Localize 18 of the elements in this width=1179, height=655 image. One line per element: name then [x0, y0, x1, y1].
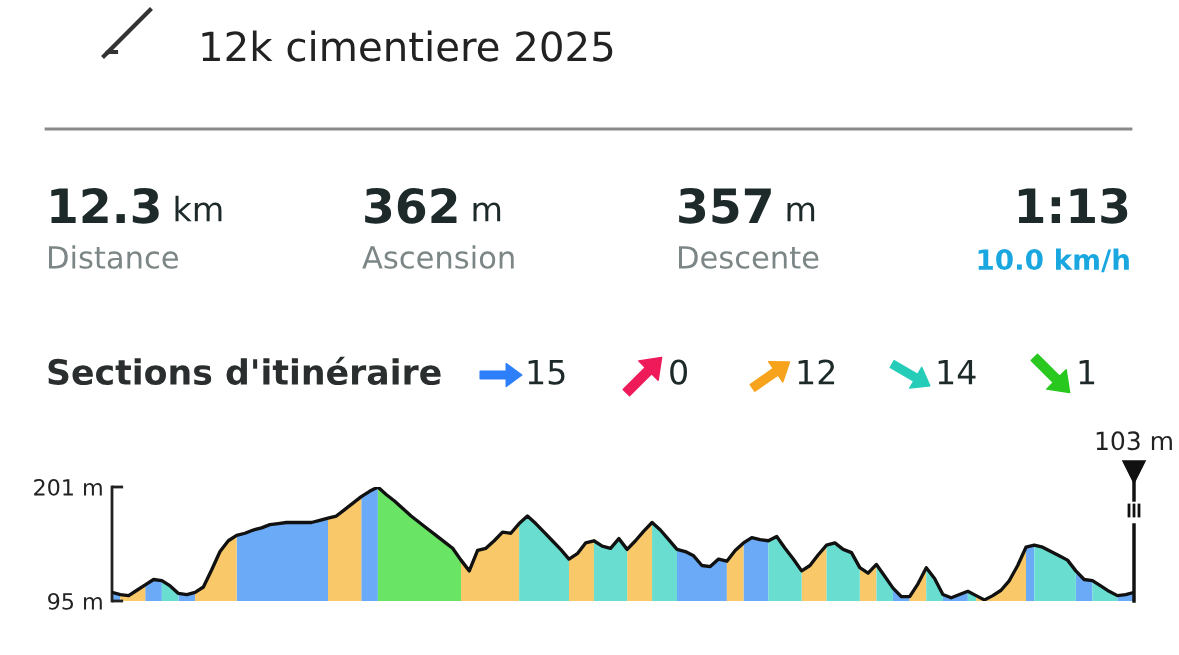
y-tick-label: 201 m — [34, 478, 102, 496]
text: 0 — [670, 359, 687, 385]
text: 1:13 — [1018, 187, 1128, 224]
chart-title: 12k cimentiere 2025 — [202, 30, 613, 62]
text: Sections d'itinéraire — [48, 356, 441, 386]
text: 12 — [798, 359, 835, 385]
text: 15 — [528, 359, 565, 385]
text: 103 m — [1096, 431, 1172, 451]
text: 1 — [1079, 359, 1095, 385]
text: Distance — [49, 245, 178, 269]
y-tick-label: 95 m — [48, 592, 102, 610]
text: 12.3 km — [51, 187, 222, 224]
text: 10.0 km/h — [978, 248, 1129, 273]
text: 357 m — [679, 187, 815, 224]
text: 362 m — [365, 187, 501, 224]
text: 14 — [938, 359, 976, 385]
text: Ascension — [362, 245, 514, 269]
text: Descente — [679, 246, 819, 269]
